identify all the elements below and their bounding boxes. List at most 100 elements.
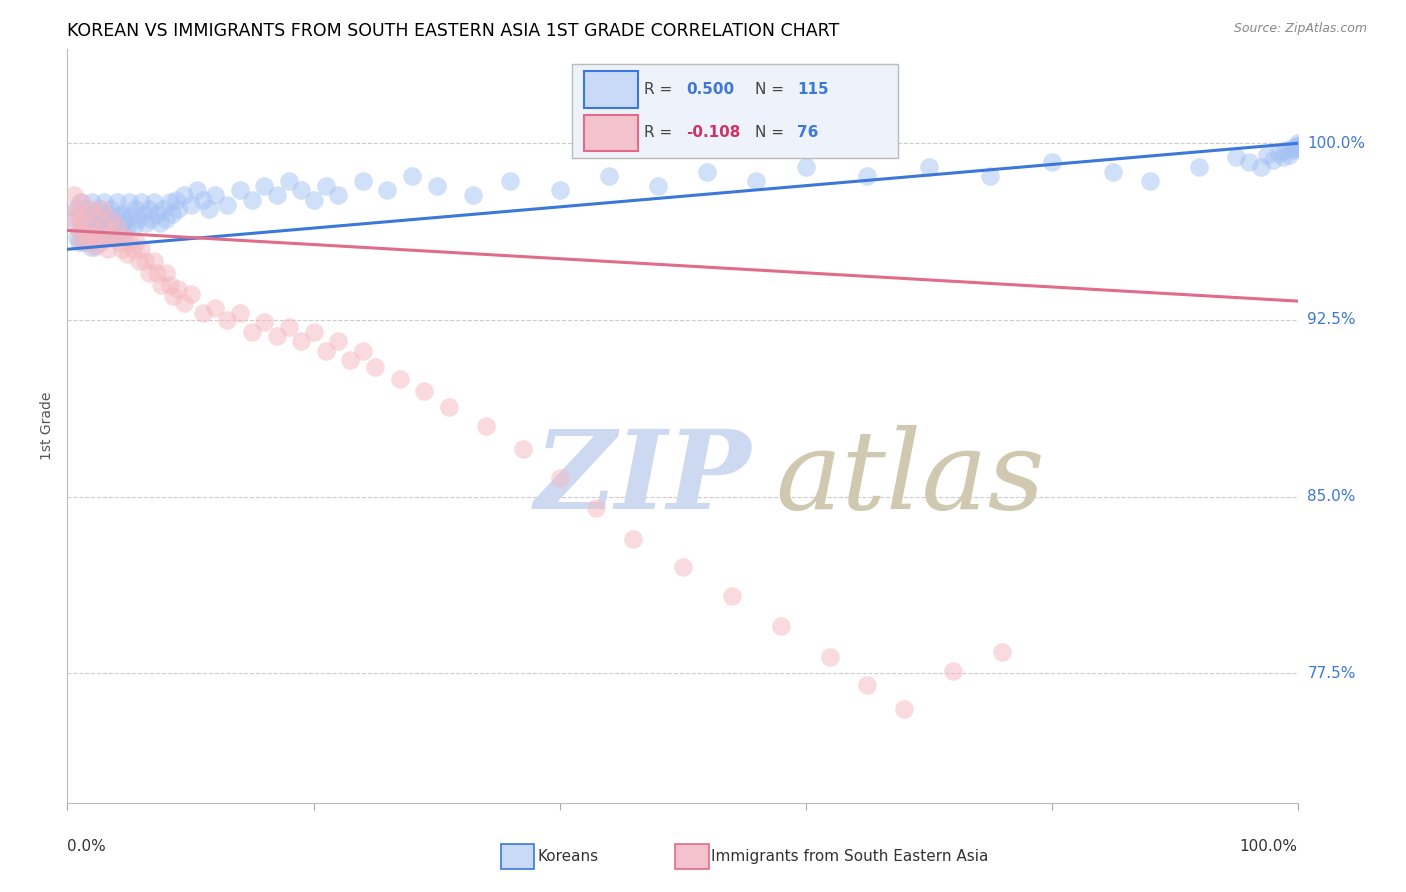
Text: 100.0%: 100.0% <box>1308 136 1365 151</box>
Point <box>96 228 118 243</box>
Point <box>69 195 91 210</box>
Text: 92.5%: 92.5% <box>1308 312 1355 327</box>
Point <box>121 242 143 256</box>
Point <box>86 207 108 221</box>
Point <box>150 277 172 292</box>
Point <box>1268 145 1291 160</box>
Point <box>70 207 93 221</box>
Point <box>128 254 150 268</box>
Point <box>111 242 132 256</box>
Point <box>173 188 195 202</box>
Point <box>90 211 112 226</box>
Point <box>437 400 460 414</box>
Point <box>63 207 86 221</box>
Point <box>856 169 879 184</box>
Point <box>72 226 94 240</box>
Point <box>87 216 110 230</box>
Point <box>101 226 124 240</box>
Point <box>141 211 163 226</box>
Point <box>1237 155 1260 169</box>
Point <box>475 419 498 434</box>
Point <box>1272 150 1295 164</box>
Point <box>818 649 841 664</box>
Point <box>83 240 105 254</box>
Point <box>129 242 153 256</box>
Point <box>290 334 312 348</box>
Point <box>315 178 337 193</box>
Point <box>129 195 153 210</box>
Point <box>1281 141 1303 155</box>
Point <box>290 183 312 197</box>
FancyBboxPatch shape <box>585 115 638 151</box>
Point <box>204 301 226 315</box>
Point <box>159 195 181 210</box>
Text: Source: ZipAtlas.com: Source: ZipAtlas.com <box>1233 22 1367 36</box>
Text: 77.5%: 77.5% <box>1308 665 1355 681</box>
Point <box>991 645 1014 659</box>
Point <box>548 471 571 485</box>
Point <box>70 235 93 250</box>
Point <box>90 221 114 235</box>
Point <box>217 197 239 211</box>
Point <box>100 202 122 217</box>
Point <box>93 209 115 223</box>
Point <box>66 202 89 217</box>
Point <box>186 183 208 197</box>
Point <box>90 202 114 217</box>
Text: ZIP: ZIP <box>534 425 752 533</box>
Point <box>204 188 226 202</box>
Point <box>149 216 172 230</box>
Point <box>89 202 111 217</box>
Point <box>413 384 436 398</box>
Text: N =: N = <box>755 126 789 140</box>
Point <box>1286 136 1309 151</box>
Point <box>173 296 195 310</box>
Point <box>90 235 112 250</box>
Point <box>162 289 184 303</box>
Text: R =: R = <box>644 126 678 140</box>
Point <box>278 320 301 334</box>
Point <box>138 266 160 280</box>
Point <box>1282 144 1305 158</box>
Point <box>82 230 104 244</box>
Point <box>112 226 135 240</box>
Point <box>100 211 122 226</box>
Point <box>79 202 101 217</box>
Point <box>1285 138 1308 153</box>
Point <box>124 202 146 217</box>
Point <box>79 230 101 244</box>
Text: 85.0%: 85.0% <box>1308 489 1355 504</box>
Point <box>103 230 125 244</box>
Point <box>134 254 156 268</box>
Point <box>672 560 695 574</box>
Point <box>77 221 100 235</box>
Point <box>72 211 94 226</box>
Point <box>1188 160 1211 174</box>
Point <box>105 219 128 233</box>
Text: KOREAN VS IMMIGRANTS FROM SOUTH EASTERN ASIA 1ST GRADE CORRELATION CHART: KOREAN VS IMMIGRANTS FROM SOUTH EASTERN … <box>67 22 839 40</box>
Point <box>364 359 387 374</box>
Point <box>62 211 84 226</box>
Text: -0.108: -0.108 <box>686 126 741 140</box>
Point <box>745 174 768 188</box>
Point <box>115 247 138 261</box>
Point <box>135 216 157 230</box>
Point <box>160 207 183 221</box>
Point <box>240 193 263 207</box>
Point <box>84 207 107 221</box>
Point <box>69 226 91 240</box>
Point <box>228 183 252 197</box>
Point <box>167 202 190 217</box>
Point <box>180 287 202 301</box>
Text: atlas: atlas <box>775 425 1045 533</box>
Point <box>1278 148 1301 162</box>
Point <box>155 266 177 280</box>
Point <box>142 254 165 268</box>
FancyBboxPatch shape <box>585 71 638 108</box>
Point <box>118 235 141 250</box>
Point <box>138 202 160 217</box>
Point <box>942 664 965 678</box>
Text: 0.0%: 0.0% <box>67 839 107 854</box>
Text: R =: R = <box>644 82 678 97</box>
Point <box>65 202 87 217</box>
